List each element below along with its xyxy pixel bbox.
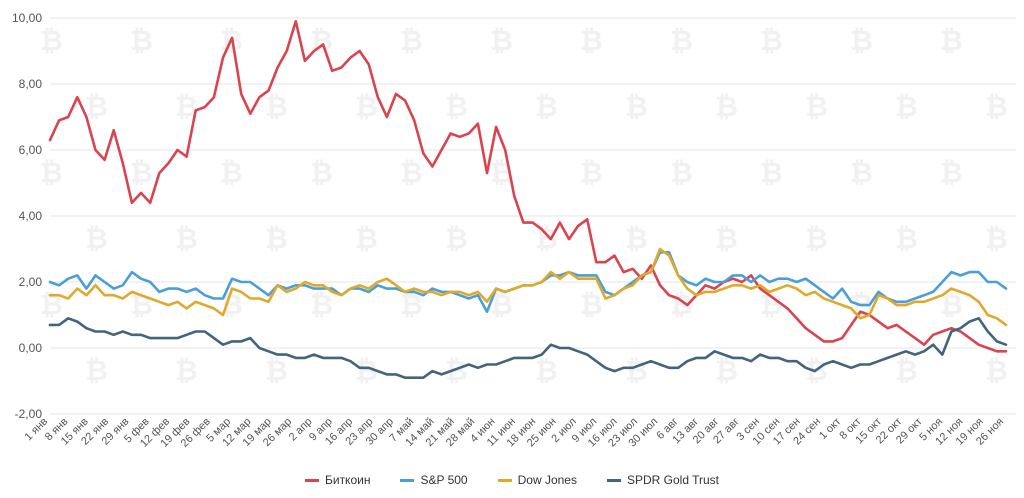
legend-swatch — [497, 478, 512, 482]
watermark-glyph: ₿ — [535, 355, 558, 386]
watermark-glyph: ₿ — [580, 157, 603, 188]
watermark-glyph: ₿ — [985, 91, 1008, 122]
legend-item[interactable]: Биткоин — [304, 473, 371, 487]
y-tick-label: 10,00 — [12, 11, 42, 25]
watermark-glyph: ₿ — [175, 91, 198, 122]
watermark-glyph: ₿ — [445, 223, 468, 254]
watermark-glyph: ₿ — [445, 355, 468, 386]
watermark-glyph: ₿ — [355, 223, 378, 254]
y-tick-label: 2,00 — [19, 275, 43, 289]
watermark-glyph: ₿ — [220, 157, 243, 188]
watermark-glyph: ₿ — [265, 91, 288, 122]
watermark-glyph: ₿ — [670, 157, 693, 188]
watermark-glyph: ₿ — [580, 25, 603, 56]
legend-label: Dow Jones — [517, 473, 577, 487]
y-tick-label: 8,00 — [19, 77, 43, 91]
series-line-2 — [48, 247, 1008, 327]
legend: Биткоин S&P 500 Dow Jones SPDR Gold Trust — [0, 470, 1024, 490]
watermark-glyph: ₿ — [40, 157, 63, 188]
watermark-glyph: ₿ — [220, 289, 243, 320]
watermark-glyph: ₿ — [130, 25, 153, 56]
watermark-glyph: ₿ — [265, 223, 288, 254]
watermark-glyph: ₿ — [760, 289, 783, 320]
watermark-glyph: ₿ — [535, 223, 558, 254]
legend-item[interactable]: S&P 500 — [400, 473, 468, 487]
watermark-glyph: ₿ — [400, 25, 423, 56]
watermark-glyph: ₿ — [985, 223, 1008, 254]
watermark-glyph: ₿ — [310, 289, 333, 320]
watermark-glyph: ₿ — [265, 355, 288, 386]
legend-swatch — [606, 478, 621, 482]
watermark-glyph: ₿ — [895, 223, 918, 254]
watermark-glyph: ₿ — [715, 91, 738, 122]
watermark-glyph: ₿ — [400, 157, 423, 188]
watermark-glyph: ₿ — [805, 223, 828, 254]
y-tick-label: 6,00 — [19, 143, 43, 157]
watermark-glyph: ₿ — [715, 355, 738, 386]
watermark-glyph: ₿ — [445, 91, 468, 122]
legend-swatch — [400, 478, 415, 482]
watermark-glyph: ₿ — [940, 289, 963, 320]
legend-label: SPDR Gold Trust — [626, 473, 720, 487]
x-tick-label: 1 окт — [817, 416, 843, 442]
watermark-glyph: ₿ — [490, 289, 513, 320]
series-layer — [48, 19, 1008, 380]
watermark-glyph: ₿ — [670, 25, 693, 56]
watermark-glyph: ₿ — [130, 157, 153, 188]
watermark-glyph: ₿ — [400, 289, 423, 320]
watermark-glyph: ₿ — [850, 157, 873, 188]
watermark-glyph: ₿ — [625, 91, 648, 122]
watermark-glyph: ₿ — [310, 157, 333, 188]
watermark-glyph: ₿ — [535, 91, 558, 122]
watermark-glyph: ₿ — [895, 355, 918, 386]
legend-item[interactable]: SPDR Gold Trust — [606, 473, 720, 487]
watermark-glyph: ₿ — [580, 289, 603, 320]
watermark-glyph: ₿ — [940, 25, 963, 56]
watermark-glyph: ₿ — [85, 223, 108, 254]
watermark-glyph: ₿ — [175, 355, 198, 386]
watermark-glyph: ₿ — [85, 355, 108, 386]
legend-label: S&P 500 — [420, 473, 468, 487]
watermark-glyph: ₿ — [175, 223, 198, 254]
watermark-glyph: ₿ — [760, 157, 783, 188]
watermark-glyph: ₿ — [490, 25, 513, 56]
watermark-glyph: ₿ — [850, 25, 873, 56]
y-tick-label: -2,00 — [15, 407, 43, 421]
watermark-glyph: ₿ — [940, 157, 963, 188]
watermark-glyph: ₿ — [625, 355, 648, 386]
y-tick-label: 0,00 — [19, 341, 43, 355]
watermark-glyph: ₿ — [895, 91, 918, 122]
watermark-glyph: ₿ — [355, 355, 378, 386]
watermark-glyph: ₿ — [40, 289, 63, 320]
legend-label: Биткоин — [324, 473, 371, 487]
legend-item[interactable]: Dow Jones — [497, 473, 577, 487]
watermark-glyph: ₿ — [760, 25, 783, 56]
watermark-glyph: ₿ — [805, 91, 828, 122]
watermark-glyph: ₿ — [85, 91, 108, 122]
series-line-3 — [48, 316, 1008, 380]
series-line-0 — [48, 19, 1008, 353]
y-tick-label: 4,00 — [19, 209, 43, 223]
legend-swatch — [304, 478, 319, 482]
watermark-layer: ₿ ₿ ₿ ₿ ₿ ₿ ₿ ₿ ₿ ₿ ₿ ₿ ₿ ₿ ₿ ₿ ₿ ₿ ₿ ₿ ₿ ₿ ₿ ₿ ₿ ₿ ₿ ₿ ₿ ₿ ₿ ₿ ₿ ₿ ₿ ₿ ₿ ₿ ₿ ₿… — [40, 25, 1008, 386]
watermark-glyph: ₿ — [355, 91, 378, 122]
line-chart: ₿ ₿ ₿ ₿ ₿ ₿ ₿ ₿ ₿ ₿ ₿ ₿ ₿ ₿ ₿ ₿ ₿ ₿ ₿ ₿ ₿ ₿ ₿ ₿ ₿ ₿ ₿ ₿ ₿ ₿ ₿ ₿ ₿ ₿ ₿ ₿ ₿ ₿ ₿ ₿… — [12, 11, 1016, 450]
watermark-glyph: ₿ — [715, 223, 738, 254]
watermark-glyph: ₿ — [625, 223, 648, 254]
watermark-glyph: ₿ — [40, 25, 63, 56]
y-axis-ticks: -2,00 0,00 2,00 4,00 6,00 8,00 10,00 — [12, 11, 42, 421]
watermark-glyph: ₿ — [985, 355, 1008, 386]
gridlines — [50, 17, 1016, 415]
